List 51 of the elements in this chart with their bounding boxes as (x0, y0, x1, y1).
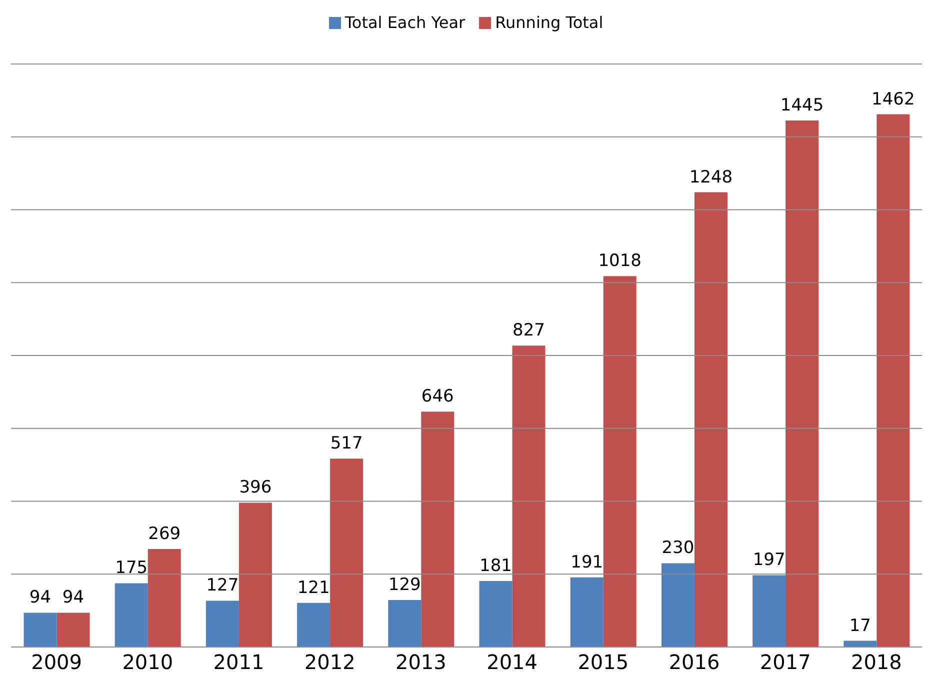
data-label: 1018 (598, 251, 642, 272)
bar (388, 600, 422, 647)
bar (206, 600, 239, 647)
x-tick-label: 2017 (760, 650, 811, 674)
data-label: 646 (421, 386, 454, 407)
data-label: 517 (330, 434, 363, 454)
bar (479, 581, 512, 647)
bar (752, 575, 786, 647)
bar (603, 276, 636, 647)
bar (148, 548, 181, 647)
data-label: 1462 (872, 89, 915, 110)
data-label: 94 (29, 588, 52, 608)
bar (330, 458, 364, 647)
data-label: 230 (662, 538, 694, 558)
data-label: 127 (206, 576, 239, 596)
data-label: 121 (297, 578, 330, 598)
x-tick-label: 2018 (850, 650, 902, 674)
x-tick-label: 2014 (486, 650, 538, 674)
bar (570, 577, 604, 647)
x-tick-label: 2012 (304, 650, 356, 674)
bar (661, 563, 694, 647)
bar (876, 114, 910, 647)
bar (24, 612, 57, 647)
bar (297, 602, 330, 647)
data-label: 269 (148, 524, 181, 544)
x-tick-label: 2016 (668, 650, 720, 674)
bar (512, 346, 546, 647)
legend-label: Running Total (494, 13, 604, 32)
data-label: 197 (752, 550, 786, 570)
data-label: 396 (239, 478, 272, 498)
x-tick-label: 2009 (31, 650, 82, 674)
bar (238, 502, 272, 647)
data-label: 94 (62, 588, 84, 608)
x-tick-label: 2011 (213, 650, 264, 674)
data-label: 1445 (780, 95, 824, 116)
x-tick-label: 2013 (395, 650, 446, 674)
data-label: 175 (115, 558, 148, 578)
x-tick-label: 2010 (122, 650, 174, 674)
legend-label: Total Each Year (344, 13, 466, 32)
bar (786, 120, 819, 647)
data-label: 1248 (689, 167, 733, 188)
data-label: 827 (512, 320, 545, 341)
data-label: 129 (388, 574, 421, 595)
x-tick-label: 2015 (578, 650, 629, 674)
data-label: 17 (849, 616, 871, 636)
bar (421, 412, 454, 647)
data-label: 181 (480, 556, 512, 576)
bar (56, 612, 90, 647)
bar (114, 583, 148, 647)
bar (694, 192, 728, 647)
data-label: 191 (570, 552, 604, 572)
